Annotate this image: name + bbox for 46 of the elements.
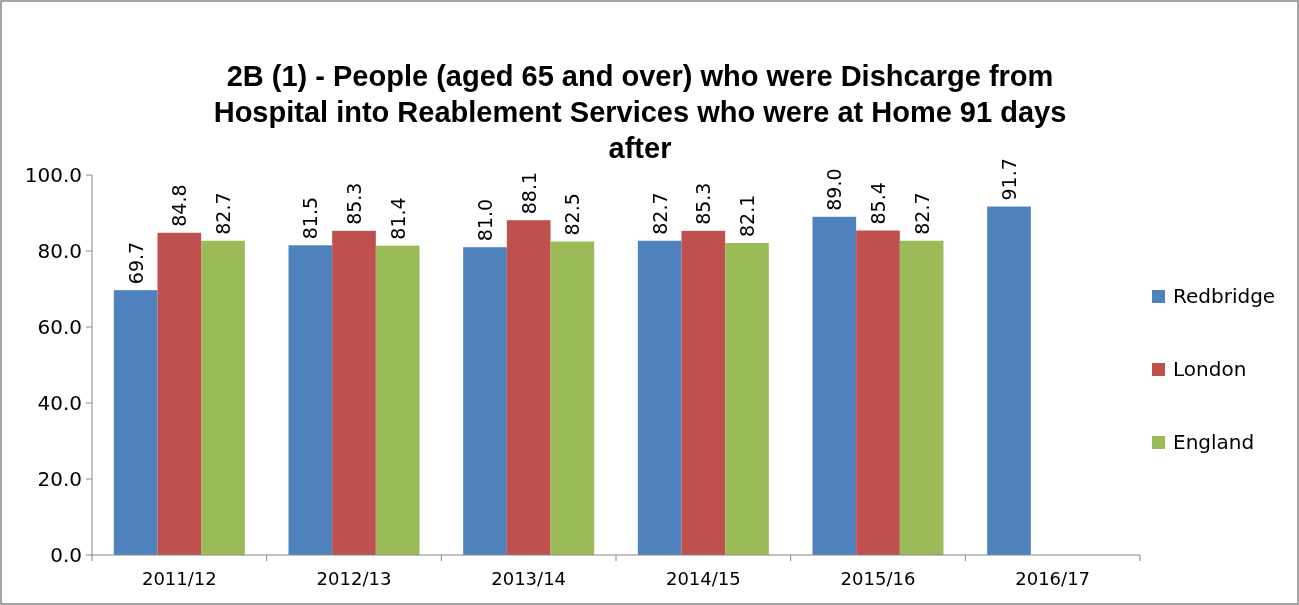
bar [899,240,944,555]
y-tick-label: 80.0 [37,239,82,263]
x-tick-label: 2014/15 [665,568,741,589]
legend-label: England [1173,430,1255,454]
data-label: 69.7 [124,241,147,285]
x-tick-label: 2016/17 [1015,568,1091,589]
y-tick-label: 20.0 [37,467,82,491]
data-label: 85.4 [867,182,889,225]
data-label: 85.3 [692,182,715,225]
data-label: 82.1 [736,194,758,238]
y-tick-label: 40.0 [37,391,82,415]
y-tick-label: 0.0 [50,543,82,567]
data-label: 81.4 [386,197,409,240]
data-label: 82.7 [648,192,671,235]
bar [637,240,682,555]
data-label: 88.1 [517,171,540,215]
x-tick-label: 2011/12 [141,568,217,589]
y-tick-label: 100.0 [24,163,82,187]
data-label: 85.3 [343,182,365,225]
bar [201,240,245,555]
x-tick-label: 2013/14 [491,568,567,589]
bar [725,243,769,555]
bar [856,230,900,555]
bar [506,220,551,555]
bar [157,232,202,555]
y-tick-label: 60.0 [37,315,82,339]
data-label: 81.0 [474,198,496,242]
bar [288,245,333,555]
x-tick-label: 2015/16 [840,568,916,589]
bar [987,206,1031,555]
bar [463,247,507,555]
bar [375,245,420,555]
bar [681,230,726,555]
legend-label: London [1173,357,1247,381]
bar [812,216,857,555]
data-label: 89.0 [823,168,846,211]
data-label: 82.7 [910,192,933,235]
bar [113,290,158,555]
bar [332,230,376,555]
bar [550,241,595,555]
data-label: 84.8 [168,184,191,227]
data-label: 81.5 [299,196,322,240]
data-label: 82.7 [212,192,234,235]
data-label: 82.5 [561,193,584,236]
x-tick-label: 2012/13 [316,568,392,589]
legend-label: Redbridge [1173,284,1276,308]
